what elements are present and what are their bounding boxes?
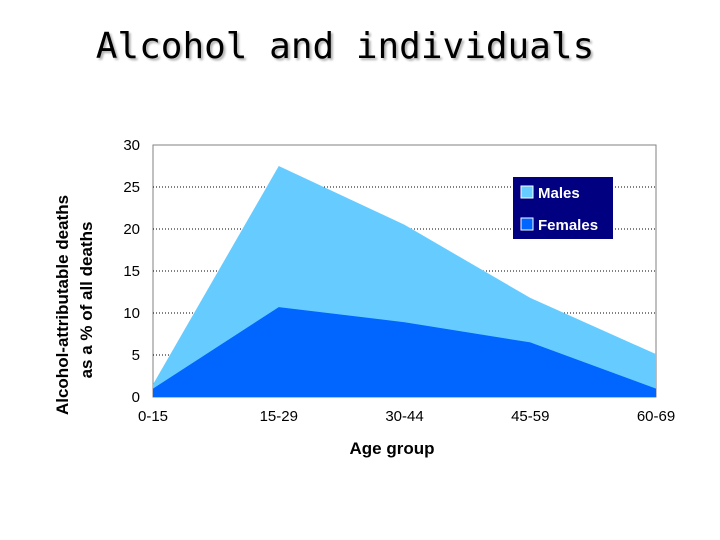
y-axis-title-line1: Alcohol-attributable deaths bbox=[53, 195, 72, 415]
y-tick-label: 25 bbox=[123, 179, 140, 196]
y-tick-label: 20 bbox=[123, 221, 140, 238]
legend-label-females: Females bbox=[538, 217, 598, 234]
y-tick-label: 0 bbox=[132, 389, 140, 406]
x-axis-title: Age group bbox=[350, 439, 435, 458]
y-tick-label: 5 bbox=[132, 347, 140, 364]
y-axis-title-line2: as a % of all deaths bbox=[77, 222, 96, 379]
x-tick-label: 45-59 bbox=[511, 408, 549, 425]
y-tick-label: 30 bbox=[123, 137, 140, 154]
legend-label-males: Males bbox=[538, 185, 580, 202]
slide-title: Alcohol and individuals bbox=[95, 26, 595, 67]
legend: Males Females bbox=[513, 177, 613, 239]
area-females bbox=[153, 307, 656, 397]
x-tick-label: 0-15 bbox=[138, 408, 168, 425]
y-tick-label: 15 bbox=[123, 263, 140, 280]
legend-swatch-females bbox=[520, 217, 534, 231]
x-tick-label: 60-69 bbox=[637, 408, 675, 425]
x-tick-label: 30-44 bbox=[385, 408, 423, 425]
legend-swatch-males bbox=[520, 185, 534, 199]
x-tick-label: 15-29 bbox=[260, 408, 298, 425]
y-tick-label: 10 bbox=[123, 305, 140, 322]
